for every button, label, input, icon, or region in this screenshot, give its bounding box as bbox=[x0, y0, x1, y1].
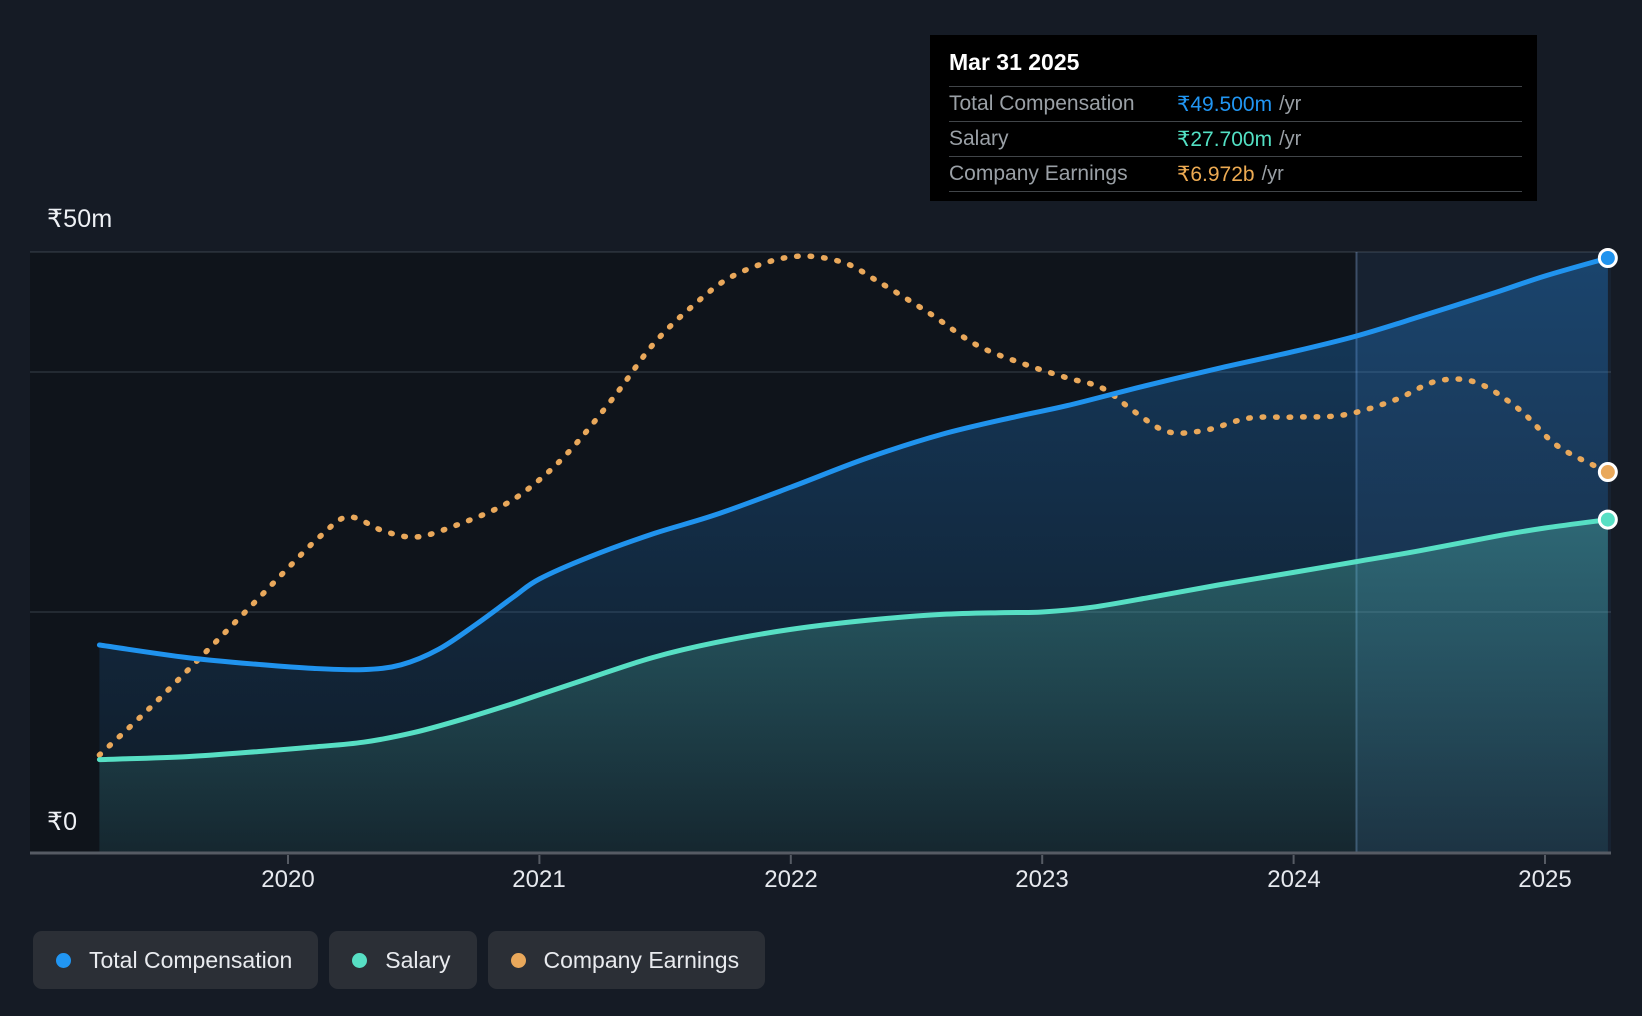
tooltip-row-company-earnings: Company Earnings ₹6.972b /yr bbox=[949, 156, 1522, 192]
tooltip-date: Mar 31 2025 bbox=[949, 49, 1080, 75]
legend-label: Salary bbox=[385, 946, 451, 973]
x-axis-label-2024: 2024 bbox=[1267, 866, 1321, 893]
y-axis-label-0: ₹0 bbox=[47, 808, 78, 836]
salary-line bbox=[96, 517, 1611, 763]
tooltip-label: Salary bbox=[949, 127, 1009, 150]
company-earnings-endpoint-marker[interactable] bbox=[1597, 462, 1618, 483]
tooltip-row-total-compensation: Total Compensation ₹49.500m /yr bbox=[949, 86, 1522, 121]
x-axis-label-2025: 2025 bbox=[1518, 866, 1572, 893]
tooltip-unit: /yr bbox=[1261, 162, 1284, 185]
x-axis-label-2020: 2020 bbox=[261, 866, 315, 893]
salary-area bbox=[99, 519, 1608, 852]
company-earnings-line bbox=[96, 253, 1611, 758]
total-compensation-dot-icon bbox=[56, 952, 71, 968]
x-axis-label-2023: 2023 bbox=[1015, 866, 1069, 893]
chart-legend: Total Compensation Salary Company Earnin… bbox=[33, 931, 766, 989]
tooltip-label: Company Earnings bbox=[949, 162, 1128, 185]
total-compensation-line bbox=[96, 255, 1611, 673]
tooltip-value: ₹6.972b bbox=[1177, 162, 1255, 186]
legend-label: Total Compensation bbox=[89, 946, 293, 973]
legend-item-salary[interactable]: Salary bbox=[329, 931, 477, 989]
total-compensation-endpoint-marker[interactable] bbox=[1597, 248, 1618, 268]
legend-item-total-compensation[interactable]: Total Compensation bbox=[33, 931, 319, 989]
tooltip-value: ₹27.700m bbox=[1177, 127, 1273, 151]
x-axis-label-2021: 2021 bbox=[512, 866, 566, 893]
x-axis-label-2022: 2022 bbox=[764, 866, 818, 893]
tooltip-unit: /yr bbox=[1279, 92, 1302, 115]
legend-label: Company Earnings bbox=[543, 946, 740, 973]
company-earnings-dot-icon bbox=[510, 952, 526, 968]
tooltip-value: ₹49.500m bbox=[1177, 92, 1273, 116]
tooltip-row-salary: Salary ₹27.700m /yr bbox=[949, 121, 1522, 156]
salary-endpoint-marker[interactable] bbox=[1597, 509, 1618, 530]
legend-item-company-earnings[interactable]: Company Earnings bbox=[487, 931, 766, 989]
y-axis-label-50m: ₹50m bbox=[47, 205, 113, 233]
tooltip-unit: /yr bbox=[1279, 127, 1302, 150]
tooltip-label: Total Compensation bbox=[949, 92, 1135, 115]
hover-tooltip: Mar 31 2025 Total Compensation ₹49.500m … bbox=[930, 35, 1537, 201]
salary-dot-icon bbox=[352, 952, 368, 968]
